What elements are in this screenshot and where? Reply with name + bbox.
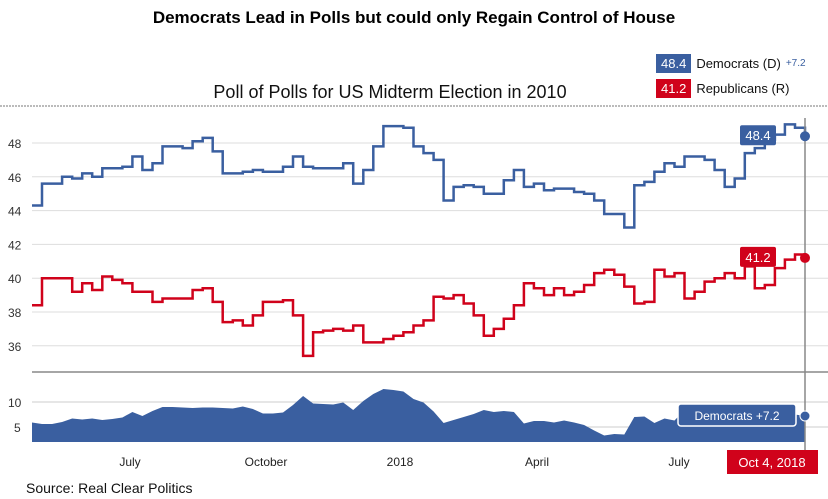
series-endpoint [800,131,810,142]
x-tick-label: 2018 [387,455,414,469]
legend-label: Democrats (D) [696,55,781,71]
chart-title: Poll of Polls for US Midterm Election in… [213,82,567,102]
x-tick-label: July [668,455,689,469]
series-line-democrats [32,123,807,229]
x-tick-label: April [525,455,549,469]
y-tick-label: 36 [8,340,22,354]
date-tag [727,450,818,474]
x-tick-label: July [119,455,140,469]
y-tick-label: 46 [8,171,22,185]
spread-tag-text: Democrats +7.2 [694,409,779,423]
y-tick-label: 42 [8,238,22,252]
legend: 48.4 Democrats (D) +7.2 41.2 Republicans… [656,52,806,102]
y-tick-label: 44 [8,205,22,219]
y-tick-label: 40 [8,272,22,286]
value-tag [740,246,776,267]
republicans-value-badge: 41.2 [656,78,692,98]
legend-item-democrats[interactable]: 48.4 Democrats (D) +7.2 [656,52,806,74]
legend-label: Republicans (R) [696,80,790,96]
spread-area [32,389,805,442]
source-note: Source: Real Clear Politics [26,480,193,496]
spread-tag [677,403,797,427]
value-tag-text: 41.2 [745,250,770,265]
y-tick-label: 48 [8,137,22,151]
series-endpoint [800,252,810,263]
legend-item-republicans[interactable]: 41.2 Republicans (R) [656,77,806,99]
spread-endpoint [799,410,811,422]
democrats-value-badge: 48.4 [656,53,692,73]
page-title: Democrats Lead in Polls but could only R… [152,8,676,27]
x-tick-label: October [245,455,288,469]
series-line-republicans [32,253,807,358]
value-tag-text: 48.4 [745,128,770,143]
date-tag-text: Oct 4, 2018 [738,455,805,470]
change-value: +7.2 [785,57,806,69]
y-tick-label: 38 [8,306,22,320]
value-tag [740,125,776,146]
spread-y-tick-label: 10 [8,396,22,410]
spread-y-tick-label: 5 [14,421,21,435]
